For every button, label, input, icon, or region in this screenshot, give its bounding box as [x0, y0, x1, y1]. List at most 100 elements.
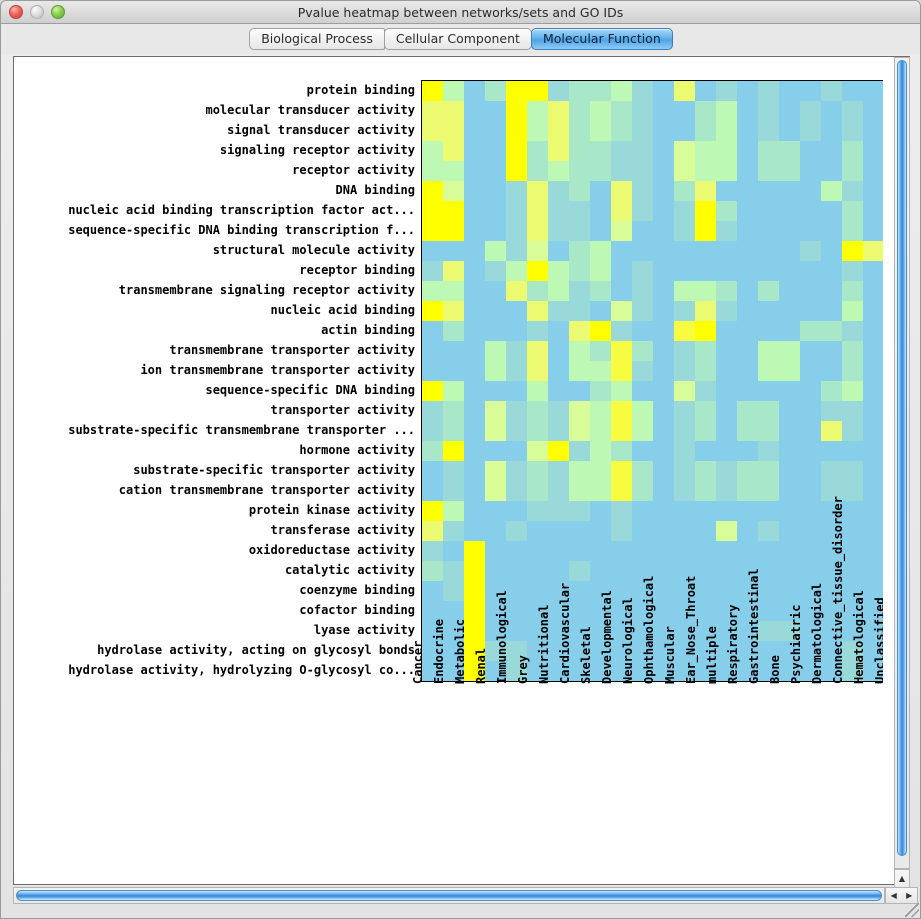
- heatmap-cell[interactable]: [737, 621, 758, 641]
- heatmap-cell[interactable]: [674, 161, 695, 181]
- heatmap-cell[interactable]: [548, 361, 569, 381]
- heatmap-cell[interactable]: [737, 181, 758, 201]
- heatmap-cell[interactable]: [569, 501, 590, 521]
- heatmap-cell[interactable]: [863, 401, 883, 421]
- heatmap-cell[interactable]: [422, 221, 443, 241]
- heatmap-cell[interactable]: [842, 521, 863, 541]
- heatmap-cell[interactable]: [632, 621, 653, 641]
- heatmap-cell[interactable]: [464, 421, 485, 441]
- heatmap-cell[interactable]: [590, 341, 611, 361]
- heatmap-cell[interactable]: [695, 481, 716, 501]
- heatmap-cell[interactable]: [779, 181, 800, 201]
- heatmap-cell[interactable]: [758, 441, 779, 461]
- heatmap-cell[interactable]: [527, 141, 548, 161]
- heatmap-cell[interactable]: [716, 441, 737, 461]
- heatmap-cell[interactable]: [632, 321, 653, 341]
- heatmap-cell[interactable]: [422, 341, 443, 361]
- heatmap-cell[interactable]: [863, 201, 883, 221]
- heatmap-cell[interactable]: [758, 501, 779, 521]
- heatmap-cell[interactable]: [632, 661, 653, 681]
- heatmap-cell[interactable]: [821, 581, 842, 601]
- heatmap-cell[interactable]: [485, 261, 506, 281]
- heatmap-cell[interactable]: [611, 561, 632, 581]
- heatmap-cell[interactable]: [737, 81, 758, 101]
- heatmap-cell[interactable]: [737, 581, 758, 601]
- heatmap-cell[interactable]: [821, 221, 842, 241]
- tab-cellular-component[interactable]: Cellular Component: [383, 28, 532, 50]
- heatmap-cell[interactable]: [674, 81, 695, 101]
- heatmap-cell[interactable]: [842, 341, 863, 361]
- heatmap-cell[interactable]: [485, 301, 506, 321]
- heatmap-cell[interactable]: [632, 301, 653, 321]
- heatmap-cell[interactable]: [422, 441, 443, 461]
- heatmap-cell[interactable]: [737, 561, 758, 581]
- heatmap-cell[interactable]: [821, 341, 842, 361]
- zoom-button[interactable]: [51, 5, 65, 19]
- heatmap-cell[interactable]: [590, 101, 611, 121]
- heatmap-cell[interactable]: [611, 381, 632, 401]
- heatmap-cell[interactable]: [443, 501, 464, 521]
- heatmap-cell[interactable]: [485, 381, 506, 401]
- heatmap-cell[interactable]: [611, 281, 632, 301]
- heatmap-cell[interactable]: [800, 601, 821, 621]
- heatmap-cell[interactable]: [443, 581, 464, 601]
- heatmap-cell[interactable]: [527, 501, 548, 521]
- heatmap-cell[interactable]: [611, 641, 632, 661]
- heatmap-cell[interactable]: [632, 201, 653, 221]
- heatmap-cell[interactable]: [506, 641, 527, 661]
- heatmap-cell[interactable]: [779, 401, 800, 421]
- heatmap-cell[interactable]: [716, 601, 737, 621]
- heatmap-cell[interactable]: [422, 181, 443, 201]
- heatmap-cell[interactable]: [485, 461, 506, 481]
- heatmap-cell[interactable]: [443, 401, 464, 421]
- heatmap-cell[interactable]: [716, 541, 737, 561]
- heatmap-cell[interactable]: [737, 161, 758, 181]
- heatmap-cell[interactable]: [506, 261, 527, 281]
- heatmap-cell[interactable]: [611, 481, 632, 501]
- heatmap-cell[interactable]: [548, 121, 569, 141]
- heatmap-cell[interactable]: [716, 501, 737, 521]
- heatmap-cell[interactable]: [527, 481, 548, 501]
- resize-grip[interactable]: [905, 903, 919, 917]
- heatmap-cell[interactable]: [779, 221, 800, 241]
- heatmap-cell[interactable]: [590, 501, 611, 521]
- heatmap-cell[interactable]: [695, 281, 716, 301]
- heatmap-cell[interactable]: [506, 621, 527, 641]
- heatmap-cell[interactable]: [800, 421, 821, 441]
- heatmap-cell[interactable]: [779, 581, 800, 601]
- heatmap-cell[interactable]: [422, 281, 443, 301]
- heatmap-cell[interactable]: [632, 281, 653, 301]
- heatmap-cell[interactable]: [653, 401, 674, 421]
- heatmap-cell[interactable]: [800, 141, 821, 161]
- heatmap-cell[interactable]: [779, 461, 800, 481]
- heatmap-cell[interactable]: [569, 81, 590, 101]
- heatmap-cell[interactable]: [737, 121, 758, 141]
- heatmap-cell[interactable]: [590, 261, 611, 281]
- heatmap-cell[interactable]: [863, 301, 883, 321]
- heatmap-cell[interactable]: [842, 361, 863, 381]
- heatmap-cell[interactable]: [863, 321, 883, 341]
- heatmap-cell[interactable]: [758, 641, 779, 661]
- heatmap-cell[interactable]: [611, 441, 632, 461]
- heatmap-cell[interactable]: [506, 241, 527, 261]
- scroll-up-icon[interactable]: ▲: [898, 873, 906, 883]
- heatmap-cell[interactable]: [716, 301, 737, 321]
- heatmap-cell[interactable]: [863, 361, 883, 381]
- heatmap-cell[interactable]: [674, 441, 695, 461]
- heatmap-cell[interactable]: [737, 241, 758, 261]
- heatmap-cell[interactable]: [863, 221, 883, 241]
- heatmap-cell[interactable]: [569, 341, 590, 361]
- scroll-left-icon[interactable]: ◀: [890, 891, 897, 900]
- heatmap-cell[interactable]: [800, 321, 821, 341]
- heatmap-cell[interactable]: [506, 201, 527, 221]
- heatmap-cell[interactable]: [443, 601, 464, 621]
- heatmap-cell[interactable]: [674, 181, 695, 201]
- heatmap-cell[interactable]: [653, 541, 674, 561]
- heatmap-cell[interactable]: [758, 621, 779, 641]
- heatmap-cell[interactable]: [485, 481, 506, 501]
- heatmap-cell[interactable]: [863, 461, 883, 481]
- heatmap-cell[interactable]: [779, 261, 800, 281]
- heatmap-cell[interactable]: [758, 561, 779, 581]
- heatmap-cell[interactable]: [569, 241, 590, 261]
- heatmap-cell[interactable]: [653, 501, 674, 521]
